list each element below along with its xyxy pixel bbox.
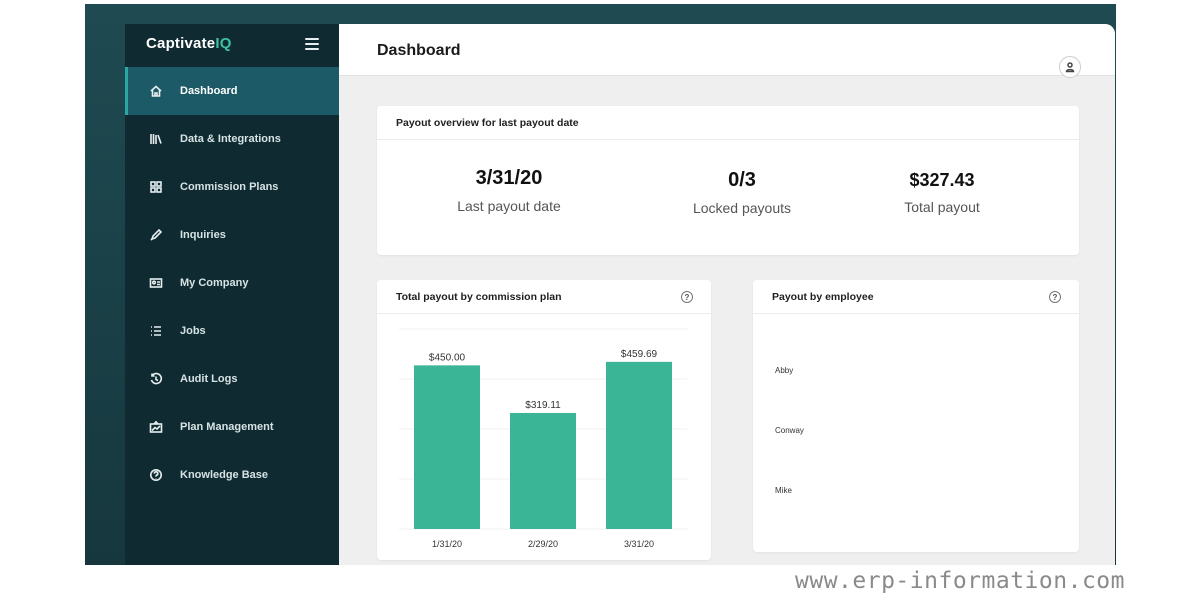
help-icon[interactable]: ? bbox=[681, 291, 693, 303]
stat-value: $327.43 bbox=[909, 170, 975, 190]
card-title: Total payout by commission plan ? bbox=[377, 280, 711, 314]
data-label: $319.11 bbox=[525, 400, 561, 411]
x-tick-label: 2/29/20 bbox=[528, 539, 558, 549]
top-bar: Dashboard bbox=[339, 24, 1115, 78]
chart-bar[interactable] bbox=[414, 365, 480, 529]
commission-plan-chart-card: Total payout by commission plan ? $450.0… bbox=[377, 280, 711, 560]
bar-chart: $450.00 1/31/20 $319.11 2/29/20 $459.69 3/31/… bbox=[399, 328, 687, 549]
sidebar-item-audit-logs[interactable]: Audit Logs bbox=[125, 355, 339, 403]
watermark-text: www.erp-information.com bbox=[795, 568, 1125, 594]
stat-label: Last payout date bbox=[457, 198, 561, 214]
home-icon bbox=[149, 84, 163, 98]
stat-locked-payouts: 0/3 Locked payouts bbox=[657, 169, 827, 216]
x-tick-label: 1/31/20 bbox=[432, 539, 462, 549]
menu-icon[interactable] bbox=[305, 38, 319, 50]
employee-label: Mike bbox=[775, 486, 792, 495]
chart-bar[interactable] bbox=[510, 412, 576, 529]
list-icon bbox=[149, 324, 163, 338]
sidebar-item-commission-plans[interactable]: Commission Plans bbox=[125, 163, 339, 211]
brand-logo[interactable]: CaptivateIQ bbox=[146, 35, 232, 52]
x-tick-label: 3/31/20 bbox=[624, 539, 654, 549]
sidebar-item-label: Knowledge Base bbox=[180, 469, 269, 481]
page-title: Dashboard bbox=[377, 42, 461, 59]
employee-label: Conway bbox=[775, 426, 804, 435]
stat-label: Locked payouts bbox=[692, 200, 792, 216]
id-card-icon bbox=[149, 276, 163, 290]
employee-label: Abby bbox=[775, 366, 794, 375]
data-label: $450.00 bbox=[429, 352, 466, 363]
library-icon bbox=[149, 132, 163, 146]
app-window: CaptivateIQ Dashboard Data & Integration… bbox=[125, 24, 1115, 565]
card-title-text: Total payout by commission plan bbox=[396, 290, 562, 303]
stat-last-payout-date: 3/31/20 Last payout date bbox=[419, 167, 599, 214]
card-title-text: Payout by employee bbox=[772, 290, 874, 303]
sidebar-item-inquiries[interactable]: Inquiries bbox=[125, 211, 339, 259]
sidebar-item-label: Plan Management bbox=[180, 421, 274, 433]
grid-icon bbox=[149, 180, 163, 194]
stat-total-payout: $327.43 Total payout bbox=[867, 170, 1017, 215]
user-icon[interactable] bbox=[1059, 56, 1081, 78]
data-label: $459.69 bbox=[621, 349, 658, 360]
payout-by-employee-card: Payout by employee ? Abby Conway Mike bbox=[753, 280, 1079, 552]
chart-bar[interactable] bbox=[606, 361, 672, 529]
sidebar-item-dashboard[interactable]: Dashboard bbox=[125, 67, 339, 115]
card-title: Payout overview for last payout date bbox=[377, 106, 1079, 140]
sidebar-item-data-integrations[interactable]: Data & Integrations bbox=[125, 115, 339, 163]
sidebar-item-knowledge-base[interactable]: Knowledge Base bbox=[125, 451, 339, 499]
sidebar-item-plan-management[interactable]: Plan Management bbox=[125, 403, 339, 451]
main-content: Dashboard Payout overview for last payou… bbox=[339, 24, 1115, 565]
history-icon bbox=[149, 372, 163, 386]
sidebar: CaptivateIQ Dashboard Data & Integration… bbox=[125, 24, 339, 565]
app-frame: CaptivateIQ Dashboard Data & Integration… bbox=[85, 4, 1116, 565]
sidebar-item-label: Inquiries bbox=[180, 229, 226, 241]
sidebar-item-my-company[interactable]: My Company bbox=[125, 259, 339, 307]
pen-icon bbox=[149, 228, 163, 242]
sidebar-item-label: Jobs bbox=[180, 325, 206, 337]
sidebar-item-label: Data & Integrations bbox=[180, 133, 281, 145]
sidebar-item-label: My Company bbox=[180, 277, 249, 289]
chart-window-icon bbox=[149, 420, 163, 434]
stat-label: Total payout bbox=[904, 199, 980, 215]
help-icon[interactable]: ? bbox=[1049, 291, 1061, 303]
sidebar-item-label: Audit Logs bbox=[180, 373, 238, 385]
sidebar-item-label: Commission Plans bbox=[180, 181, 279, 193]
sidebar-item-jobs[interactable]: Jobs bbox=[125, 307, 339, 355]
stat-value: 3/31/20 bbox=[475, 167, 543, 189]
stat-value: 0/3 bbox=[728, 169, 756, 191]
sidebar-nav: Dashboard Data & Integrations Commission… bbox=[125, 67, 339, 499]
sidebar-item-label: Dashboard bbox=[180, 85, 238, 97]
help-circle-icon bbox=[149, 468, 163, 482]
card-title: Payout by employee ? bbox=[753, 280, 1079, 314]
payout-overview-card: Payout overview for last payout date 3/3… bbox=[377, 106, 1079, 255]
